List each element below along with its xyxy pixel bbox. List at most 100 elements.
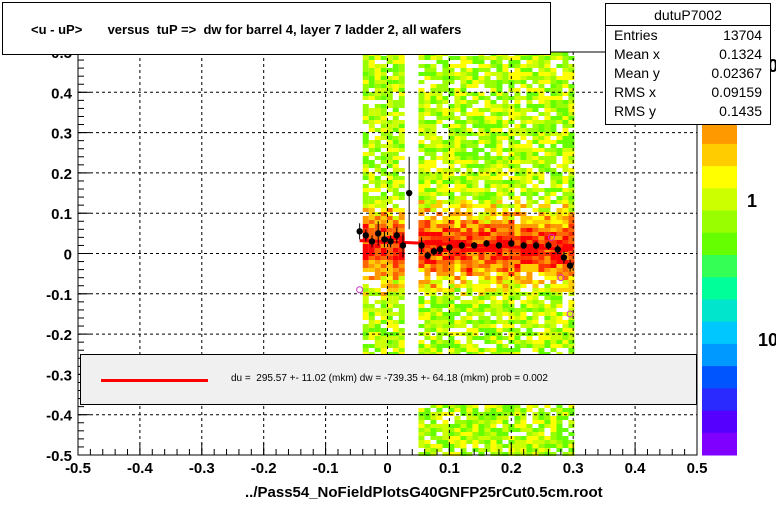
density-cell-0 — [380, 260, 387, 264]
density-cell-0 — [398, 220, 405, 224]
density-cell-1 — [526, 248, 533, 252]
profile-point — [418, 242, 425, 249]
density-cell-1 — [466, 348, 473, 352]
density-cell-1 — [562, 116, 569, 120]
density-cell-1 — [556, 224, 563, 228]
density-cell-1 — [550, 436, 557, 440]
density-cell-1 — [484, 288, 491, 292]
density-cell-0 — [398, 228, 405, 232]
density-cell-1 — [430, 240, 437, 244]
density-cell-1 — [496, 136, 503, 140]
color-scale-cell — [702, 299, 737, 323]
density-cell-1 — [544, 452, 551, 456]
density-cell-0 — [392, 192, 399, 196]
density-cell-1 — [538, 440, 545, 444]
density-cell-1 — [502, 64, 509, 68]
density-cell-1 — [418, 348, 425, 352]
density-cell-1 — [436, 144, 443, 148]
density-cell-1 — [526, 188, 533, 192]
density-cell-0 — [392, 76, 399, 80]
density-cell-1 — [556, 92, 563, 96]
density-cell-1 — [490, 300, 497, 304]
density-cell-1 — [484, 100, 491, 104]
density-cell-0 — [392, 136, 399, 140]
density-cell-1 — [430, 192, 437, 196]
density-cell-1 — [532, 124, 539, 128]
density-cell-1 — [442, 116, 449, 120]
density-cell-1 — [466, 116, 473, 120]
density-cell-1 — [550, 128, 557, 132]
density-cell-1 — [472, 92, 479, 96]
density-cell-1 — [532, 188, 539, 192]
density-cell-1 — [514, 200, 521, 204]
density-cell-0 — [362, 152, 369, 156]
density-cell-1 — [556, 208, 563, 212]
density-cell-1 — [544, 220, 551, 224]
density-cell-0 — [398, 132, 405, 136]
density-cell-1 — [526, 160, 533, 164]
density-cell-1 — [448, 232, 455, 236]
density-cell-1 — [430, 448, 437, 452]
density-cell-0 — [398, 256, 405, 260]
density-cell-1 — [532, 60, 539, 64]
density-cell-1 — [496, 88, 503, 92]
density-cell-1 — [496, 272, 503, 276]
density-cell-1 — [532, 88, 539, 92]
density-cell-1 — [472, 420, 479, 424]
density-cell-0 — [392, 64, 399, 68]
density-cell-1 — [562, 120, 569, 124]
density-cell-1 — [490, 72, 497, 76]
density-cell-1 — [436, 344, 443, 348]
density-cell-1 — [442, 108, 449, 112]
density-cell-1 — [532, 452, 539, 456]
density-cell-1 — [490, 220, 497, 224]
density-cell-1 — [448, 176, 455, 180]
density-cell-1 — [550, 172, 557, 176]
density-cell-1 — [418, 304, 425, 308]
density-cell-1 — [472, 160, 479, 164]
density-cell-1 — [514, 288, 521, 292]
density-cell-1 — [490, 224, 497, 228]
density-cell-1 — [550, 116, 557, 120]
density-cell-1 — [490, 104, 497, 108]
density-cell-1 — [466, 132, 473, 136]
density-cell-1 — [472, 444, 479, 448]
density-cell-1 — [562, 268, 569, 272]
density-cell-1 — [568, 216, 575, 220]
density-cell-1 — [532, 312, 539, 316]
density-cell-1 — [544, 440, 551, 444]
density-cell-0 — [398, 348, 405, 352]
density-cell-1 — [532, 444, 539, 448]
color-scale-cell — [702, 188, 737, 212]
density-cell-1 — [568, 420, 575, 424]
density-cell-1 — [550, 148, 557, 152]
density-cell-1 — [550, 156, 557, 160]
density-cell-1 — [562, 56, 569, 60]
profile-point — [424, 252, 431, 259]
density-cell-1 — [460, 220, 467, 224]
color-scale-cell — [702, 432, 737, 456]
density-cell-1 — [544, 140, 551, 144]
density-cell-1 — [460, 224, 467, 228]
density-cell-0 — [362, 208, 369, 212]
density-cell-1 — [496, 112, 503, 116]
density-cell-1 — [532, 152, 539, 156]
profile-point — [520, 242, 527, 249]
density-cell-1 — [544, 436, 551, 440]
density-cell-0 — [392, 144, 399, 148]
density-cell-1 — [514, 180, 521, 184]
density-cell-1 — [460, 308, 467, 312]
density-cell-1 — [472, 216, 479, 220]
density-cell-1 — [556, 320, 563, 324]
density-cell-1 — [430, 160, 437, 164]
density-cell-1 — [454, 176, 461, 180]
density-cell-1 — [442, 172, 449, 176]
density-cell-1 — [508, 312, 515, 316]
density-cell-1 — [520, 440, 527, 444]
density-cell-1 — [568, 340, 575, 344]
density-cell-1 — [526, 144, 533, 148]
density-cell-1 — [532, 120, 539, 124]
density-cell-1 — [568, 124, 575, 128]
density-cell-0 — [398, 68, 405, 72]
density-cell-1 — [532, 56, 539, 60]
